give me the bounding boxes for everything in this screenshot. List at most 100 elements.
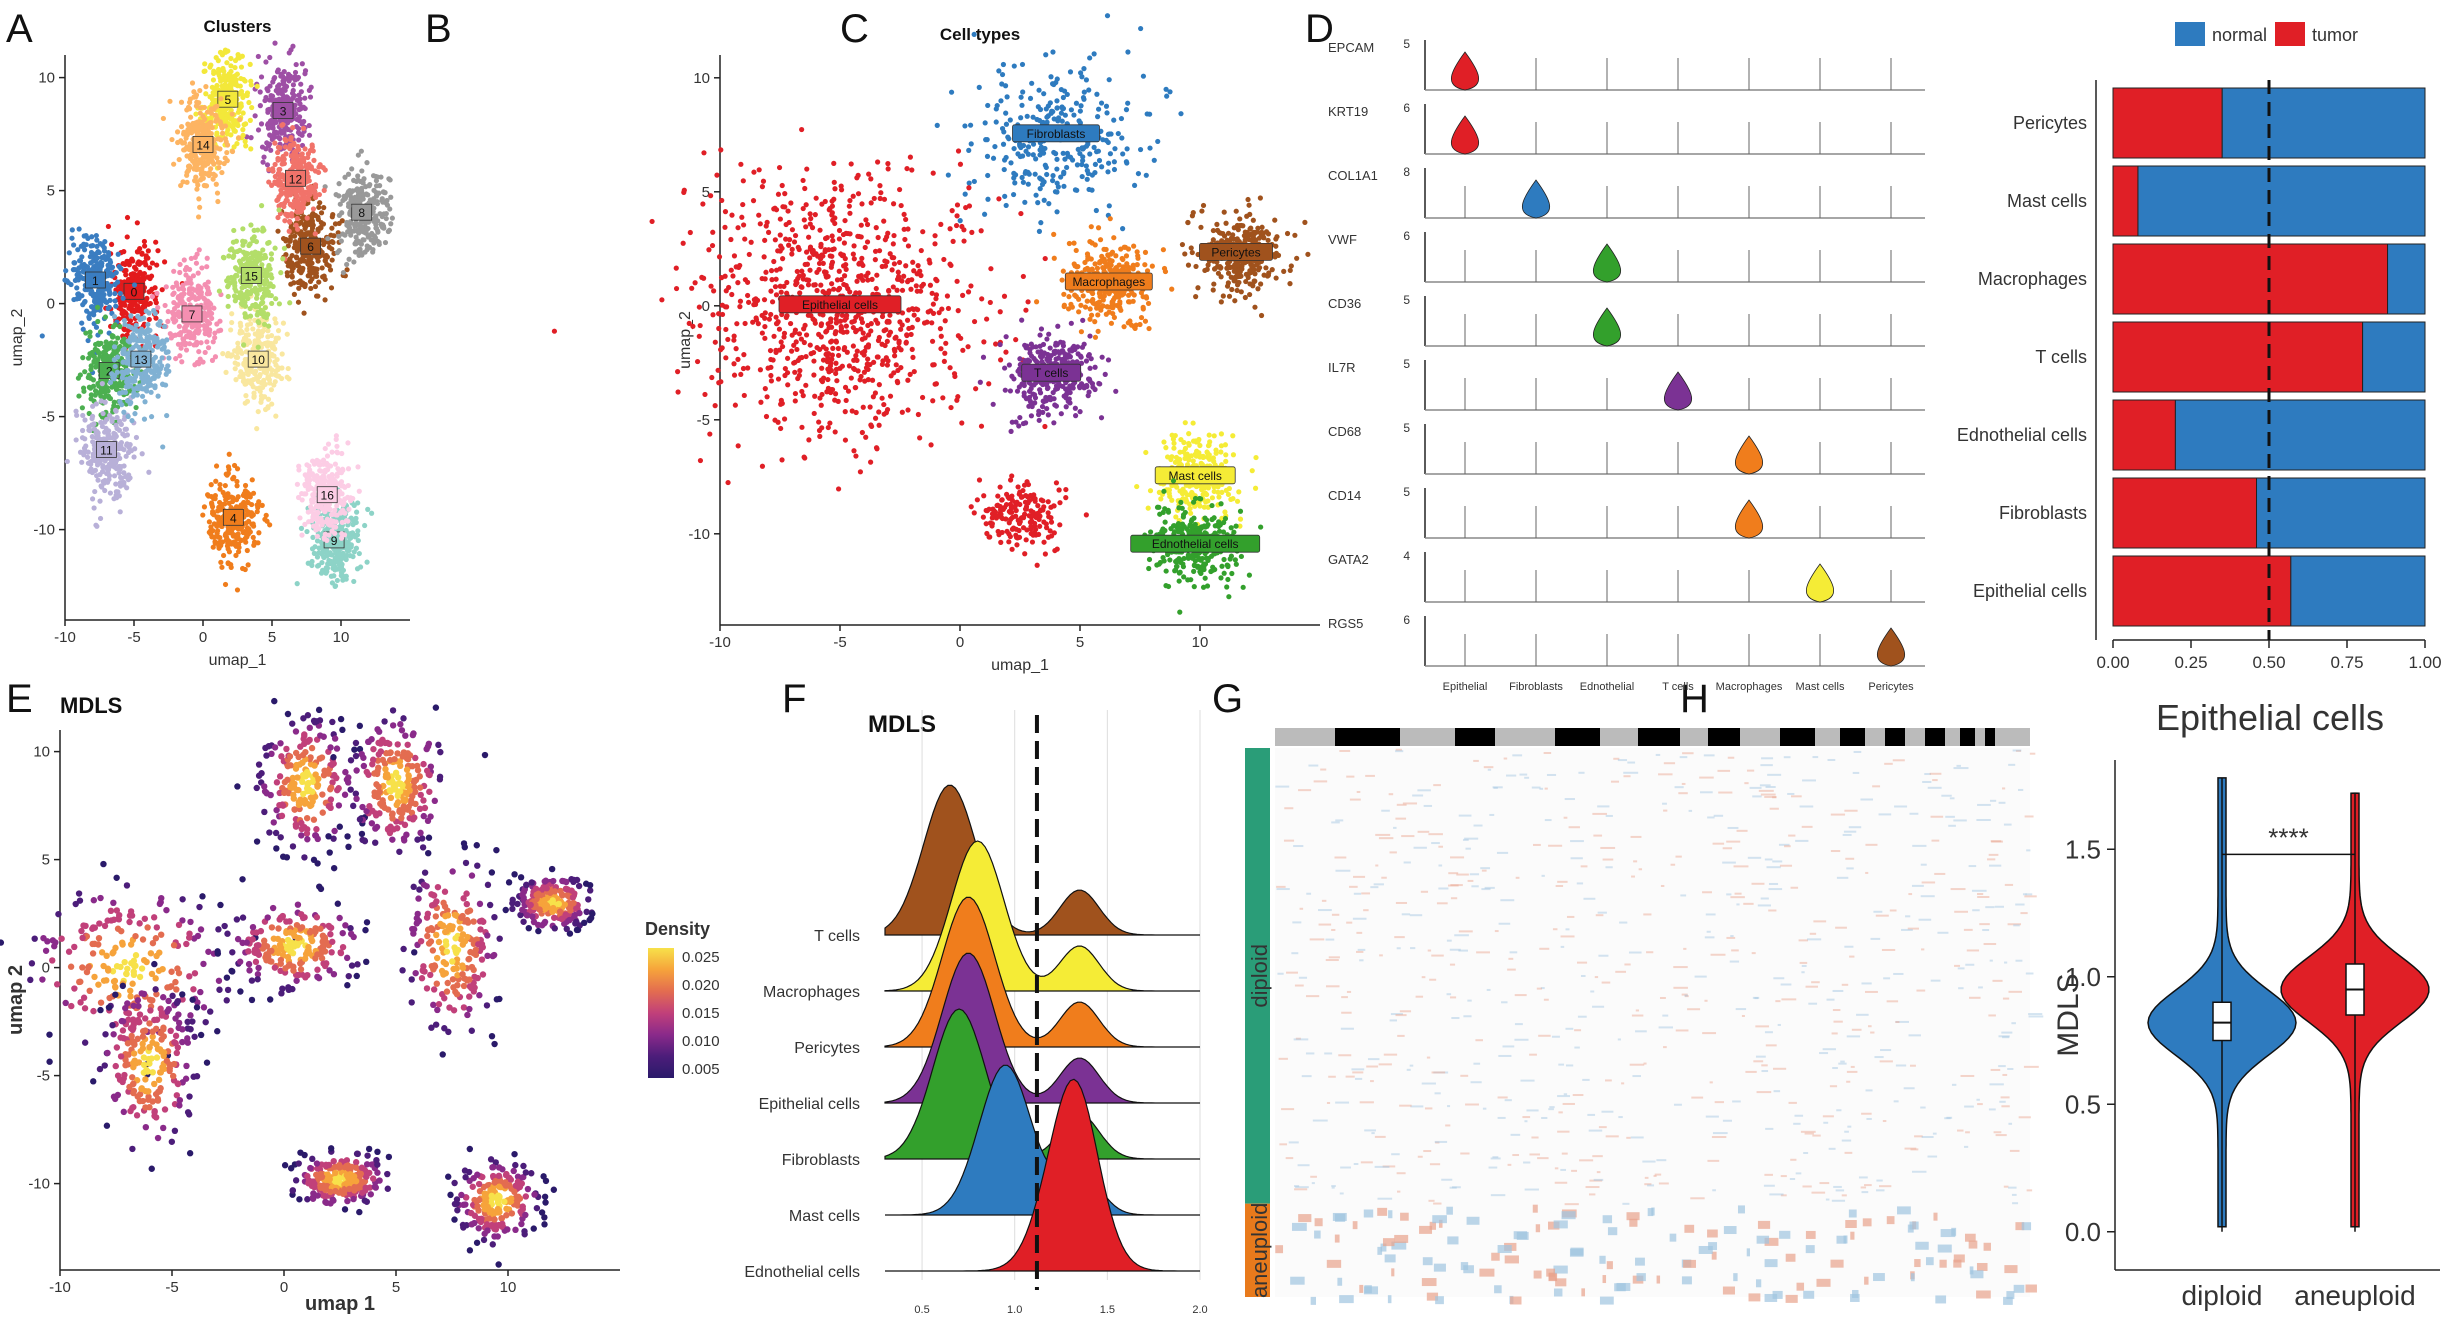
cluster-point (95, 340, 101, 346)
cluster-point (321, 508, 328, 514)
cluster-point (346, 256, 352, 262)
celltype-point (716, 254, 723, 260)
cluster-point (94, 243, 100, 250)
cluster-point (217, 49, 224, 55)
celltype-point (1042, 162, 1048, 168)
cluster-point (93, 324, 100, 330)
celltype-point (999, 71, 1006, 78)
celltype-point (1011, 170, 1017, 176)
cluster-point (194, 186, 200, 192)
cluster-point (339, 210, 345, 216)
cluster-point (350, 188, 356, 194)
cluster-point (272, 379, 278, 385)
celltype-point (950, 238, 956, 244)
cluster-point (373, 183, 380, 189)
cluster-point (243, 393, 249, 399)
celltype-point (733, 346, 739, 352)
cluster-point (39, 333, 45, 339)
celltype-point (759, 463, 766, 469)
celltype-point (1111, 117, 1117, 123)
cluster-point (95, 430, 101, 436)
cluster-point (342, 174, 348, 180)
celltype-point (1138, 25, 1144, 32)
cluster-point (324, 453, 331, 459)
cluster-point (243, 262, 249, 268)
cluster-point (293, 61, 299, 68)
cluster-point (229, 148, 236, 155)
cluster-point (112, 431, 118, 437)
cluster-point (204, 325, 210, 331)
cluster-point (275, 144, 282, 150)
cluster-4: 4 (200, 451, 273, 593)
cluster-point (287, 146, 293, 152)
cluster-point (312, 283, 319, 290)
panel-a-clusters: -10 -5 0 5 101050-5-10Clustersumap_1umap_201… (9, 17, 410, 669)
cluster-point (106, 287, 112, 293)
cluster-point (159, 338, 166, 344)
cluster-point (299, 268, 305, 274)
cluster-point (356, 550, 362, 557)
cluster-point (117, 290, 123, 297)
cluster-point (88, 392, 94, 398)
cluster-point (74, 285, 80, 291)
cluster-point (235, 349, 241, 356)
cluster-point (79, 435, 86, 441)
cluster-point (319, 559, 325, 566)
cluster-point (296, 463, 302, 469)
cluster-point (66, 250, 72, 256)
cluster-point (110, 333, 116, 339)
cluster-point (265, 125, 272, 131)
celltype-point (1064, 164, 1070, 171)
cluster-point (131, 307, 137, 313)
cluster-point (138, 327, 144, 334)
cluster-point (252, 113, 258, 119)
celltype-point (718, 147, 724, 153)
cluster-point (291, 93, 297, 99)
celltype-point (1030, 152, 1036, 158)
cluster-point (275, 83, 281, 90)
cluster-point (111, 314, 118, 320)
cluster-point (217, 535, 223, 541)
cluster-point (334, 577, 340, 584)
cluster-point (299, 497, 305, 503)
cluster-point (292, 241, 298, 248)
cluster-point (255, 408, 261, 415)
cluster-point (219, 564, 225, 570)
cluster-point (296, 137, 302, 143)
cluster-point (226, 540, 232, 546)
celltype-point (905, 243, 912, 249)
cluster-point (117, 509, 123, 515)
cluster-point (233, 377, 239, 383)
panel-a-y-tick-label: -10 (33, 522, 55, 539)
cluster-point (361, 237, 367, 243)
cluster-point (220, 552, 227, 559)
cluster-point (121, 249, 127, 255)
cluster-point (208, 110, 214, 116)
cluster-point (250, 534, 256, 541)
cluster-point (307, 472, 314, 478)
cluster-point (229, 311, 235, 317)
cluster-point (64, 458, 70, 465)
cluster-point (360, 178, 366, 184)
cluster-point (242, 482, 249, 489)
cluster-point (95, 318, 101, 325)
cluster-point (345, 466, 352, 472)
cluster-point (114, 369, 120, 375)
cluster-point (219, 169, 225, 176)
cluster-point (248, 146, 254, 152)
celltype-point (1081, 66, 1087, 72)
cluster-point (315, 293, 321, 299)
cluster-point (160, 444, 166, 450)
celltype-point (832, 186, 838, 192)
cluster-point (188, 114, 194, 120)
cluster-label: 11 (100, 444, 113, 458)
celltype-point (1054, 105, 1060, 111)
cluster-point (298, 232, 304, 238)
celltype-point (1003, 202, 1009, 209)
celltype-point (1084, 176, 1090, 182)
cluster-point (218, 96, 224, 102)
cluster-point (219, 130, 226, 136)
cluster-point (213, 478, 219, 484)
celltype-point (1061, 171, 1067, 177)
cluster-point (90, 377, 97, 383)
